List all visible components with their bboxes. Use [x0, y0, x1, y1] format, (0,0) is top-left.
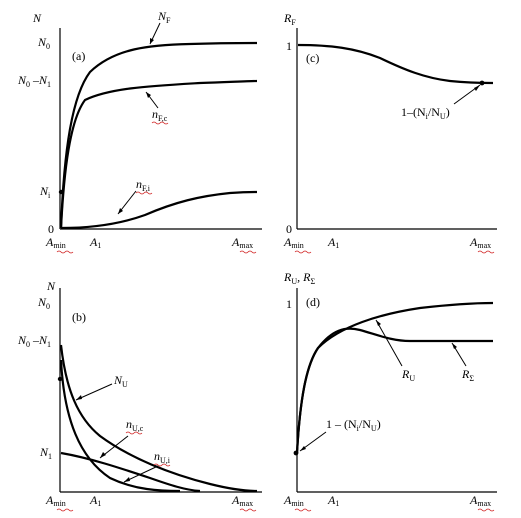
panel-b-arrowhead-nuc: [100, 452, 106, 458]
panel-a-curve-nfi: [60, 190, 258, 230]
panel-b-ytick-n0-n1: N0 –N1: [17, 333, 51, 349]
panel-a-underline-nfc: [151, 121, 169, 125]
panel-c-annotation: 1–(Ni/NU): [401, 105, 450, 121]
panel-d-underline-amax: [477, 508, 495, 512]
panel-c-xtick-amin: Amin: [283, 235, 304, 250]
panel-a-label: (a): [72, 49, 85, 63]
panel-b-arrow-nui: [123, 465, 159, 483]
panel-d-label-rs: RΣ: [461, 367, 474, 383]
panel-a-arrowhead-nfc: [146, 92, 151, 98]
panel-c-ylabel: RF: [283, 11, 296, 27]
panel-a-arrowhead-nf: [150, 38, 154, 44]
panel-d-ylabel: RU, RΣ: [283, 270, 315, 286]
panel-a-underline-nfi: [135, 191, 153, 195]
panel-c-xtick-a1: A1: [327, 235, 339, 250]
panel-d-annotation: 1 – (Ni/NU): [326, 417, 381, 433]
panel-b-label: (b): [72, 310, 86, 324]
panel-b-label-nu: NU: [113, 373, 128, 389]
panel-a-ylabel: N: [32, 11, 42, 25]
panel-a-underline-amin: [56, 250, 74, 254]
panel-b-label-nui: nU,i: [154, 449, 171, 465]
panel-a-label-nfi: nF,i: [136, 177, 151, 193]
panel-d-ytick-one: 1: [286, 297, 292, 311]
panel-d-arrow-ru: [375, 319, 403, 367]
panel-c-ytick-one: 1: [286, 39, 292, 53]
panel-c-underline-amin: [294, 250, 312, 254]
panel-b-point-nu: [57, 376, 63, 382]
panel-a-ytick-zero: 0: [48, 222, 54, 236]
panel-d-label-ru: RU: [401, 367, 415, 383]
panel-c-arrowhead-annotation: [474, 85, 480, 91]
panel-b-arrowhead-nui: [124, 477, 130, 482]
panel-d-underline-amin: [294, 508, 312, 512]
panel-d-point-start: [293, 450, 299, 456]
panel-b-ytick-n0: N0: [37, 295, 50, 311]
panel-b-curve-nu: [59, 344, 258, 493]
panel-a-underline-amax: [239, 250, 257, 254]
panel-b-underline-amax: [239, 508, 257, 512]
panel-b-curve-nuc: [59, 359, 181, 493]
panel-a-xtick-amax: Amax: [231, 235, 253, 250]
panel-d-curve-rs: [295, 327, 493, 454]
panel-b-arrowhead-nu: [76, 395, 82, 400]
panel-b-arrow-nu: [75, 383, 113, 401]
panel-a-point-ni: [58, 189, 64, 195]
panel-b: N (b) N0 N0 –N1 N1 Amin A1 Amax NU nU,c …: [17, 279, 262, 512]
panel-c: RF (c) 1 0 Amin A1 Amax 1–(Ni/NU): [283, 11, 497, 254]
panel-b-ytick-n1: N1: [39, 445, 52, 461]
panel-a-xtick-a1: A1: [89, 235, 101, 250]
panel-c-point-end: [479, 80, 485, 86]
panel-b-ylabel: N: [46, 279, 56, 293]
panel-b-underline-nui: [153, 463, 171, 467]
panel-a-ytick-ni: Ni: [39, 184, 51, 200]
panel-b-xtick-amin: Amin: [45, 493, 66, 508]
panel-d-xtick-a1: A1: [327, 493, 339, 508]
panel-d-arrowhead-ru: [376, 320, 381, 326]
panel-b-xtick-amax: Amax: [231, 493, 253, 508]
panel-d-xtick-amin: Amin: [283, 493, 304, 508]
panel-a-xtick-amin: Amin: [45, 235, 66, 250]
panel-a-arrowhead-nfi: [118, 208, 123, 214]
panel-c-curve-rf: [297, 43, 494, 85]
panel-a-curve-nfc: [59, 79, 258, 229]
panel-a: N (a) N0 N0 –N1 Ni 0 Amin A1 Amax NF nF,…: [17, 9, 262, 254]
panel-d-arrowhead-annotation: [300, 446, 306, 451]
panel-a-label-nf: NF: [157, 9, 171, 25]
panel-b-label-nuc: nU,c: [126, 417, 144, 433]
panel-d-label: (d): [306, 295, 320, 309]
panel-c-label: (c): [306, 51, 319, 65]
panel-b-curve-nui: [60, 451, 201, 493]
panel-b-xtick-a1: A1: [89, 493, 101, 508]
panel-a-curve-nf: [59, 41, 258, 229]
panel-a-ytick-n0: N0: [37, 35, 50, 51]
panel-d-xtick-amax: Amax: [469, 493, 491, 508]
panel-a-ytick-n0-n1: N0 –N1: [17, 73, 51, 89]
panel-a-label-nfc: nF,c: [152, 107, 168, 123]
panel-d: RU, RΣ (d) 1 Amin A1 Amax RU RΣ 1 – (Ni/…: [283, 270, 497, 512]
panel-c-ytick-zero: 0: [286, 222, 292, 236]
panel-c-underline-amax: [477, 250, 495, 254]
panel-b-underline-amin: [56, 508, 74, 512]
panel-d-arrowhead-rs: [452, 343, 457, 349]
panel-b-underline-nuc: [125, 431, 143, 435]
panel-c-xtick-amax: Amax: [469, 235, 491, 250]
